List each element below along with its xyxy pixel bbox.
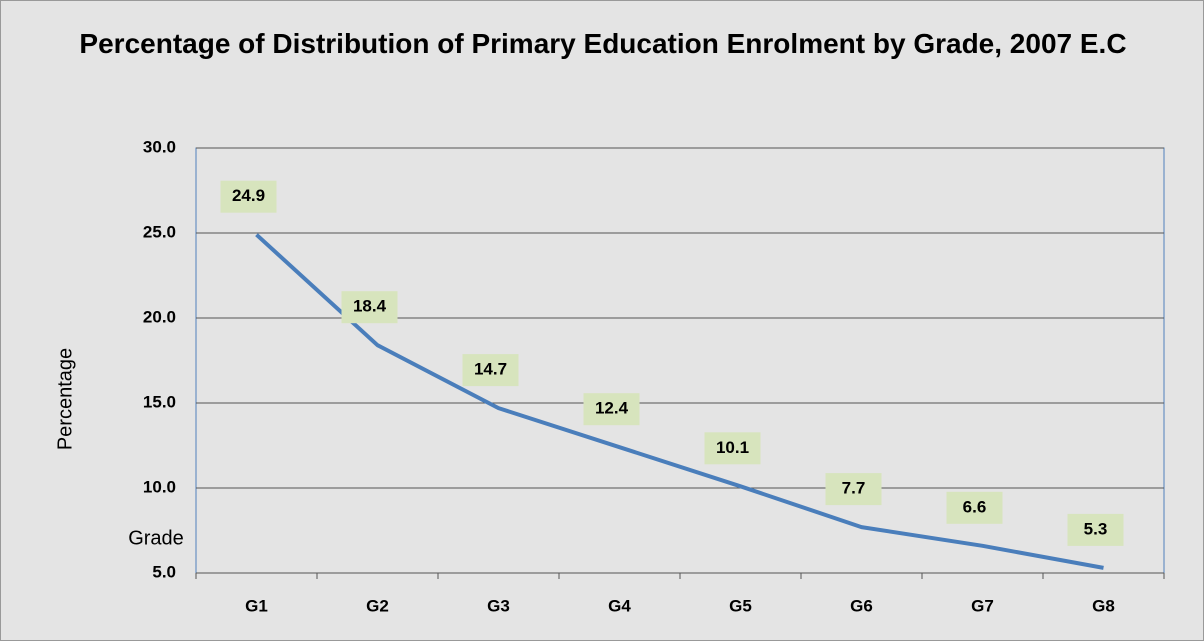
plot-area — [195, 147, 1165, 574]
data-label-box — [341, 291, 398, 324]
data-label: 6.6 — [963, 497, 987, 516]
data-label: 24.9 — [232, 186, 265, 205]
x-tick-label: G5 — [729, 596, 752, 615]
data-label: 5.3 — [1084, 519, 1108, 538]
data-label: 18.4 — [353, 297, 387, 316]
line — [255, 233, 1104, 570]
data-label-box — [583, 393, 640, 426]
x-tick-label: G4 — [608, 596, 631, 615]
x-axis-label: Grade — [128, 527, 184, 549]
y-tick-label: 10.0 — [143, 477, 176, 496]
chart-title: Percentage of Distribution of Primary Ed… — [79, 28, 1127, 59]
y-tick-label: 30.0 — [143, 137, 176, 156]
data-label: 14.7 — [474, 360, 507, 379]
y-tick-label: 20.0 — [143, 307, 176, 326]
data-label: 7.7 — [842, 479, 866, 498]
data-label-box — [825, 473, 882, 506]
y-tick-label: 15.0 — [143, 392, 176, 411]
data-label-box — [220, 180, 277, 213]
data-label-box — [704, 432, 761, 465]
x-tick-label: G6 — [850, 596, 873, 615]
x-tick-label: G7 — [971, 596, 994, 615]
x-tick-label: G3 — [487, 596, 510, 615]
data-label-box — [1067, 513, 1124, 546]
x-tick-label: G1 — [245, 596, 268, 615]
data-label-box — [462, 354, 519, 387]
data-label-box — [946, 491, 1003, 524]
data-label: 10.1 — [716, 438, 749, 457]
y-tick-label: 5.0 — [152, 562, 176, 581]
y-axis-label: Percentage — [54, 348, 76, 450]
y-tick-label: 25.0 — [143, 222, 176, 241]
x-tick-label: G2 — [366, 596, 389, 615]
x-tick-label: G8 — [1092, 596, 1115, 615]
data-label: 12.4 — [595, 399, 629, 418]
